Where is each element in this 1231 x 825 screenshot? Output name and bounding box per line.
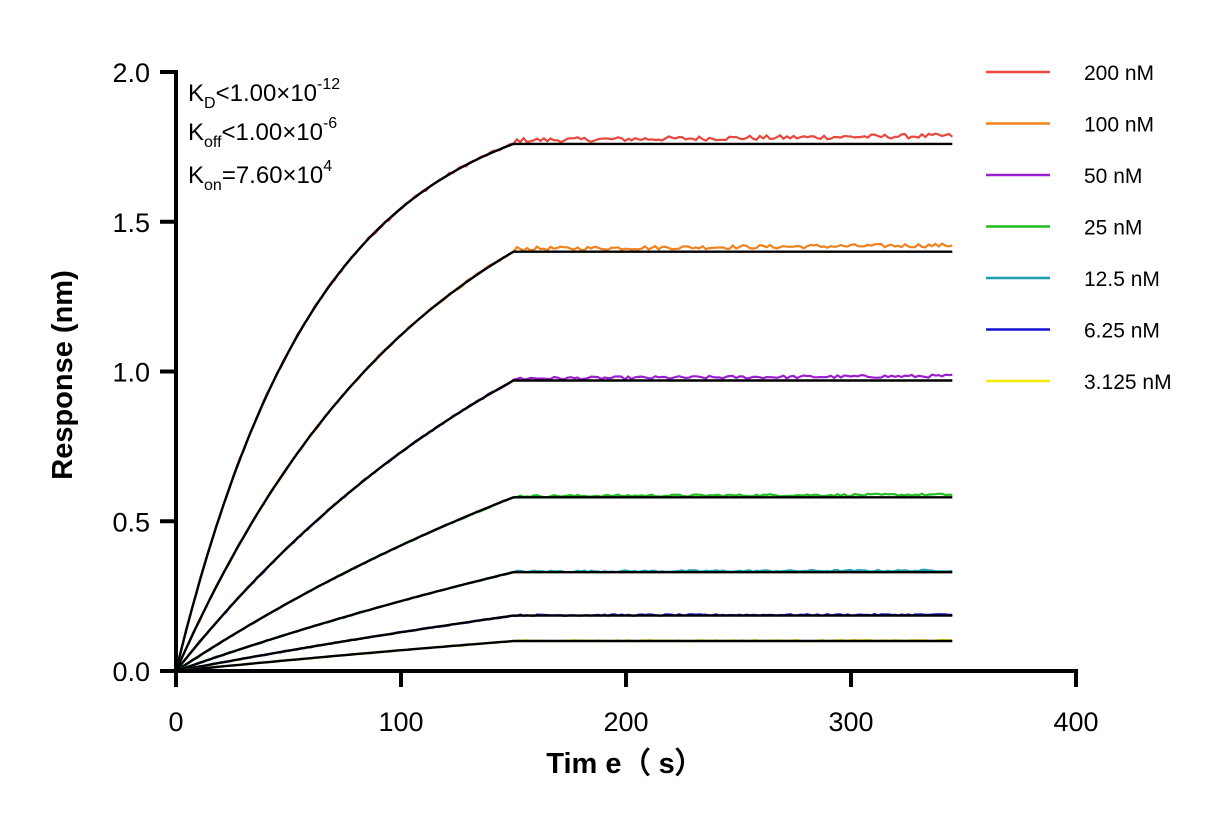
koff-annotation: Koff<1.00×10-6 bbox=[188, 115, 337, 151]
legend-label: 200 nM bbox=[1084, 62, 1154, 85]
data-series-line bbox=[175, 612, 953, 672]
legend-label: 25 nM bbox=[1084, 217, 1142, 240]
axes-layer: 0 100 200 300 400 0.0 0.5 1.0 1.5 2.0 bbox=[112, 58, 1098, 737]
data-series-line bbox=[175, 568, 953, 672]
data-series-line bbox=[175, 638, 953, 673]
x-tick-label: 400 bbox=[1053, 707, 1098, 737]
kd-annotation: KD<1.00×10-12 bbox=[188, 76, 340, 112]
curves-layer bbox=[174, 132, 953, 673]
data-series-line bbox=[175, 242, 953, 671]
fit-line bbox=[175, 639, 953, 673]
legend-label: 6.25 nM bbox=[1084, 320, 1160, 343]
x-tick-label: 100 bbox=[378, 707, 423, 737]
data-series-line bbox=[175, 373, 953, 672]
legend: 200 nM 100 nM 50 nM 25 nM 12.5 nM 6.25 nM 3.12… bbox=[986, 62, 1172, 394]
legend-label: 100 nM bbox=[1084, 114, 1154, 137]
fit-line bbox=[175, 571, 953, 673]
fit-line bbox=[174, 142, 953, 672]
legend-label: 12.5 nM bbox=[1084, 268, 1160, 291]
data-series-line bbox=[175, 492, 953, 672]
fit-line bbox=[174, 250, 953, 672]
data-series-line bbox=[174, 132, 953, 671]
fit-line bbox=[175, 379, 953, 672]
y-tick-label: 1.0 bbox=[112, 358, 150, 388]
kinetic-constants: KD<1.00×10-12 Koff<1.00×10-6 Kon=7.60×10… bbox=[188, 76, 340, 194]
kon-annotation: Kon=7.60×104 bbox=[188, 158, 332, 194]
y-axis-title: Response (nm) bbox=[47, 270, 79, 479]
x-tick-label: 300 bbox=[828, 707, 873, 737]
y-tick-label: 2.0 bbox=[112, 58, 150, 88]
x-tick-label: 200 bbox=[603, 707, 648, 737]
y-tick-label: 0.5 bbox=[112, 507, 150, 537]
x-tick-label: 0 bbox=[168, 707, 183, 737]
legend-label: 50 nM bbox=[1084, 165, 1142, 188]
fit-line bbox=[175, 614, 953, 673]
fit-line bbox=[175, 496, 953, 672]
y-tick-label: 0.0 bbox=[112, 657, 150, 687]
legend-label: 3.125 nM bbox=[1084, 371, 1172, 394]
y-tick-label: 1.5 bbox=[112, 208, 150, 238]
x-axis-title: Tim e（ s） bbox=[546, 747, 703, 780]
